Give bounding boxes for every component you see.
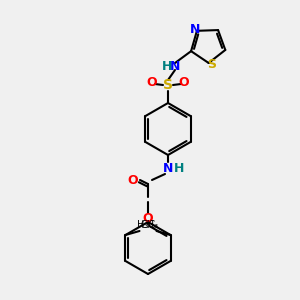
Text: N: N	[170, 59, 180, 73]
Text: N: N	[190, 23, 200, 36]
Text: S: S	[163, 78, 173, 92]
Text: O: O	[179, 76, 189, 89]
Text: O: O	[147, 76, 157, 89]
Text: N: N	[163, 161, 173, 175]
Text: CH₃: CH₃	[140, 220, 159, 230]
Text: O: O	[143, 212, 153, 224]
Text: H: H	[162, 59, 172, 73]
Text: H: H	[174, 161, 184, 175]
Text: S: S	[207, 58, 216, 71]
Text: H₃C: H₃C	[137, 220, 155, 230]
Text: O: O	[128, 173, 138, 187]
